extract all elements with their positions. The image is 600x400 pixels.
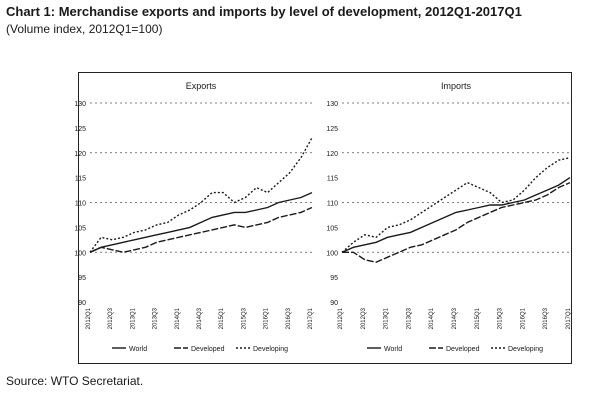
panel-1-ytick-label: 130: [74, 101, 86, 108]
panel-2-legend-label: Developed: [446, 346, 480, 353]
panel-1-xtick-label: 2014Q1: [175, 307, 181, 329]
panel-2-xtick-label: 2014Q1: [429, 307, 435, 329]
panel-2-xtick-label: 2016Q3: [543, 307, 549, 329]
panel-1-title: Exports: [186, 81, 217, 91]
panel-2-series-developing-line: [341, 157, 571, 253]
chart-subtitle: (Volume index, 2012Q1=100): [6, 22, 163, 36]
panel-2-xtick-label: 2016Q1: [520, 307, 526, 329]
panel-1-ytick-label: 105: [74, 225, 86, 232]
panel-2-xtick-label: 2015Q3: [498, 307, 504, 329]
panel-2-ytick-label: 125: [326, 126, 338, 133]
panel-1-ytick-label: 120: [74, 151, 86, 158]
chart-frame: [78, 72, 572, 364]
panel-1-xtick-label: 2016Q3: [286, 307, 292, 329]
panel-1-xtick-label: 2012Q3: [108, 307, 114, 329]
panel-1-ytick-label: 110: [75, 201, 86, 208]
panel-2-ytick-label: 105: [326, 225, 338, 232]
panel-2-series-world-line: [341, 177, 571, 253]
panel-2-legend-label: Developing: [508, 346, 543, 353]
panel-1-xtick-label: 2016Q1: [264, 307, 270, 329]
panel-2-ytick-label: 110: [327, 201, 338, 208]
panel-1-ytick-label: 100: [74, 250, 86, 257]
panel-1-ytick-label: 115: [75, 176, 86, 183]
panel-2-xtick-label: 2013Q3: [406, 307, 412, 329]
panel-1-legend-label: Developing: [253, 346, 288, 353]
panel-1-series-developing-line: [89, 137, 313, 253]
panel-1-xtick-label: 2015Q1: [219, 307, 225, 329]
panel-2-xtick-label: 2012Q1: [338, 307, 344, 329]
panel-2-ytick-label: 100: [326, 250, 338, 257]
panel-2-xtick-label: 2014Q3: [452, 307, 458, 329]
panel-1-legend-label: Developed: [191, 346, 225, 353]
panel-1-series-world-line: [89, 191, 313, 253]
panel-2-ytick-label: 115: [327, 176, 338, 183]
panel-2-series-developed-line: [342, 181, 571, 263]
panel-1-xtick-label: 2012Q1: [86, 307, 92, 329]
panel-2-legend-label: World: [384, 346, 402, 353]
panel-1-ytick-label: 95: [78, 275, 86, 282]
panel-1-ytick-label: 125: [74, 126, 86, 133]
panel-2-ytick-label: 130: [326, 101, 338, 108]
panel-2-ytick-label: 90: [330, 300, 338, 307]
panel-2-title: Imports: [441, 81, 472, 91]
panel-1-xtick-label: 2013Q1: [130, 307, 136, 329]
panel-1-ytick-label: 90: [78, 300, 86, 307]
panel-2-xtick-label: 2012Q3: [361, 307, 367, 329]
panel-2-xtick-label: 2015Q1: [475, 307, 481, 329]
panel-2-ytick-label: 95: [330, 275, 338, 282]
panel-2-xtick-label: 2013Q1: [384, 307, 390, 329]
panel-1-xtick-label: 2015Q3: [241, 307, 247, 329]
panel-1-xtick-label: 2017Q1: [308, 307, 314, 329]
panel-1-series-developed-line: [89, 206, 313, 254]
chart-title: Chart 1: Merchandise exports and imports…: [6, 4, 522, 19]
panel-1-xtick-label: 2013Q3: [153, 307, 159, 329]
panel-2-ytick-label: 120: [326, 151, 338, 158]
panel-1-xtick-label: 2014Q3: [197, 307, 203, 329]
panel-2-xtick-label: 2017Q1: [566, 307, 572, 329]
source-note: Source: WTO Secretariat.: [6, 374, 144, 388]
panel-1-legend-label: World: [129, 346, 147, 353]
